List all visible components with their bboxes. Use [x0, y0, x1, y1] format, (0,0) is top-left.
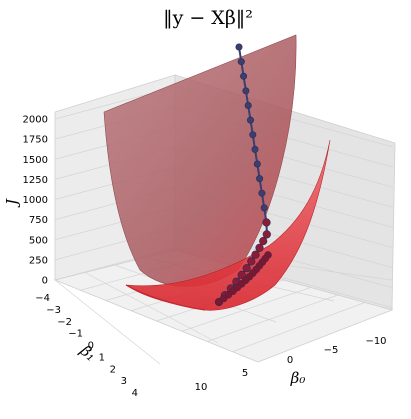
x-tick-label: −5 — [324, 345, 339, 356]
z-tick-label: 1500 — [23, 155, 48, 166]
y-tick-label: −1 — [68, 329, 83, 340]
x-tick-label: 0 — [287, 355, 293, 366]
z-tick-label: 500 — [29, 235, 48, 246]
descent-point — [262, 230, 271, 239]
y-tick-label: −3 — [46, 305, 61, 316]
y-grid-line — [207, 294, 338, 342]
z-tick-label: 2000 — [23, 115, 48, 126]
x-tick-label: −10 — [365, 336, 386, 347]
x-grid-line — [54, 279, 161, 365]
descent-point — [255, 243, 264, 252]
y-grid-line — [181, 287, 311, 332]
descent-point — [242, 264, 251, 273]
descent-point — [260, 204, 268, 212]
x-tick-label: 5 — [242, 368, 248, 379]
y-tick-label: 0 — [88, 341, 94, 352]
y-grid-line — [257, 309, 393, 363]
y-tick-label: −2 — [57, 317, 72, 328]
y-tick-label: 3 — [121, 376, 127, 387]
z-tick-label: 1750 — [23, 135, 48, 146]
descent-point — [251, 250, 260, 259]
y-grid-line — [232, 302, 365, 353]
x-tick-label: 10 — [195, 382, 208, 393]
descent-point — [244, 102, 252, 110]
z-tick-label: 750 — [29, 215, 48, 226]
y-tick-label: 1 — [99, 352, 105, 363]
z-tick-label: 0 — [42, 276, 48, 287]
descent-point — [240, 72, 248, 80]
z-tick-label: 1000 — [23, 195, 48, 206]
descent-point — [237, 58, 245, 66]
y-axis-label: β₁ — [76, 341, 100, 365]
descent-point — [259, 237, 268, 246]
descent-point — [235, 43, 243, 51]
descent-point — [249, 131, 257, 139]
descent-point — [247, 116, 255, 124]
x-axis-ticks: 10 5 0 −5 −10 — [195, 336, 387, 393]
front-surface-edge — [125, 284, 206, 311]
descent-point — [256, 175, 264, 183]
x-grid-line — [84, 272, 219, 344]
descent-point — [242, 87, 250, 95]
y-tick-label: 2 — [110, 364, 116, 375]
descent-point — [237, 270, 246, 280]
z-axis-ticks: 0 250 500 750 1000 1250 1500 1750 2000 — [23, 115, 48, 287]
descent-point — [262, 218, 271, 227]
x-axis-label: β₀ — [290, 369, 306, 387]
descent-point — [251, 145, 259, 153]
y-tick-label: −4 — [35, 293, 50, 304]
descent-path-points — [214, 43, 272, 307]
descent-point — [247, 257, 256, 266]
descent-point — [215, 298, 223, 306]
z-tick-label: 250 — [29, 255, 48, 266]
z-axis-label: J — [3, 198, 21, 208]
y-tick-label: 4 — [132, 388, 138, 399]
descent-point — [253, 160, 261, 168]
descent-point — [258, 189, 266, 197]
chart-title: ‖y − Xβ‖² — [163, 7, 253, 29]
z-tick-label: 1250 — [23, 175, 48, 186]
